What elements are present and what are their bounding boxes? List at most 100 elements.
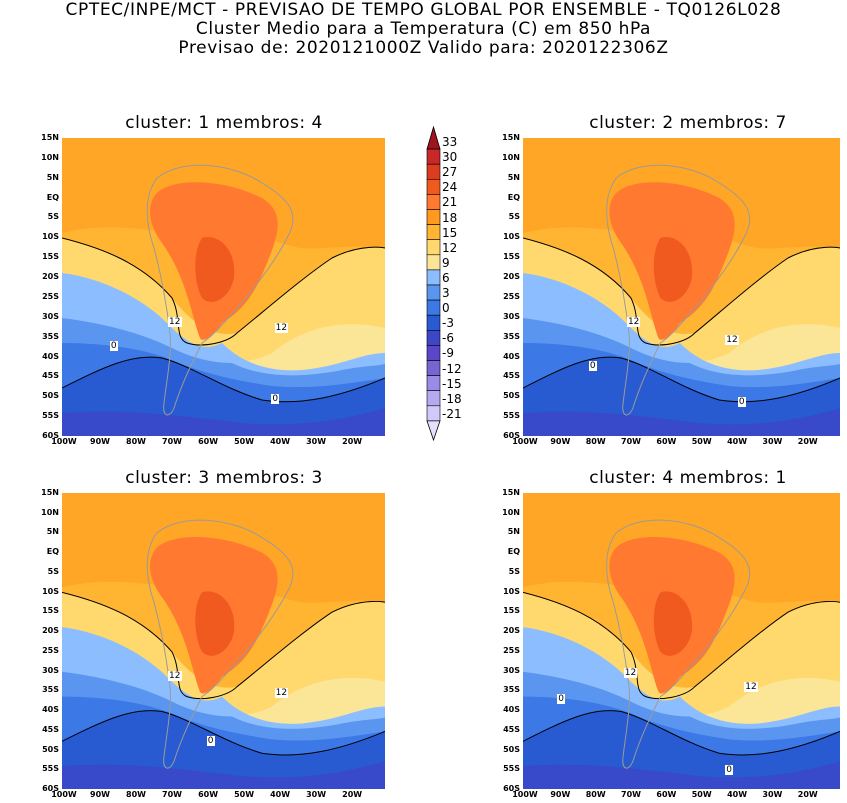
- lat-label: 50S: [503, 744, 520, 754]
- lon-label: 60W: [656, 790, 677, 799]
- lat-label: 5S: [47, 566, 59, 576]
- contour-label: 12: [274, 688, 289, 699]
- lat-label: 20S: [42, 272, 59, 282]
- lon-label: 50W: [691, 437, 712, 446]
- contour-label: 12: [168, 316, 182, 327]
- lat-label: 25S: [42, 291, 59, 301]
- lat-label: 50S: [42, 391, 59, 401]
- lon-label: 70W: [621, 437, 642, 446]
- colorbar-label: -15: [442, 376, 462, 391]
- colorbar-label: 33: [442, 135, 458, 149]
- lat-label: 30S: [42, 665, 59, 675]
- lon-label: 100W: [512, 437, 538, 446]
- colorbar-label: -3: [442, 316, 454, 331]
- colorbar-label: 6: [442, 270, 450, 285]
- colorbar-label: 21: [442, 195, 458, 210]
- lat-label: 5S: [508, 566, 520, 576]
- colorbar-label: 12: [442, 240, 458, 255]
- lat-label: 60S: [503, 784, 520, 793]
- lat-label: 10N: [41, 507, 59, 517]
- header-dates: Previsao de: 2020121000Z Valido para: 20…: [178, 38, 669, 58]
- lat-label: 60S: [503, 431, 520, 440]
- lon-label: 20W: [797, 437, 818, 446]
- lon-label: 60W: [198, 790, 219, 799]
- contour-label: 0: [588, 361, 597, 372]
- lat-label: 20S: [42, 626, 59, 636]
- lon-label: 80W: [585, 437, 606, 446]
- colorbar-label: 15: [442, 225, 458, 240]
- lon-label: 40W: [727, 790, 748, 799]
- map-panel-3: [62, 493, 385, 789]
- lon-label: 20W: [342, 437, 363, 446]
- lon-label: 80W: [126, 790, 146, 799]
- lat-label: EQ: [507, 547, 520, 557]
- lat-label: EQ: [507, 192, 520, 202]
- lat-label: 10N: [502, 507, 520, 517]
- lat-label: 15N: [41, 133, 59, 142]
- lat-label: 25S: [42, 645, 59, 655]
- lon-label: 80W: [126, 437, 146, 446]
- lat-label: 10S: [42, 232, 59, 242]
- lat-label: 55S: [503, 411, 520, 421]
- lat-label: 50S: [503, 391, 520, 401]
- lat-label: 5N: [507, 527, 520, 537]
- lat-label: EQ: [46, 192, 59, 202]
- lat-label: 15N: [502, 488, 520, 497]
- panel-title-3: cluster: 3 membros: 3: [125, 468, 323, 488]
- lat-label: 30S: [503, 311, 520, 321]
- contour-label: 12: [744, 682, 758, 693]
- contour-label: 12: [623, 667, 638, 678]
- contour-label: 12: [274, 322, 289, 333]
- lat-label: 35S: [42, 685, 59, 695]
- colorbar-label: -18: [442, 391, 462, 406]
- lon-label: 100W: [51, 790, 77, 799]
- lat-label: 35S: [503, 331, 520, 341]
- lat-label: 15S: [503, 606, 520, 616]
- map-panel-1: [62, 138, 385, 436]
- map-panel-2: [523, 138, 840, 436]
- contour-label: 0: [725, 765, 733, 776]
- lon-label: 70W: [162, 790, 183, 799]
- colorbar-label: -6: [442, 331, 454, 346]
- colorbar-label: 30: [442, 150, 458, 165]
- lat-label: 15N: [502, 133, 520, 142]
- map-panel-4: [523, 493, 840, 789]
- lat-label: 15N: [41, 488, 59, 497]
- lon-label: 40W: [270, 437, 291, 446]
- lat-label: 45S: [503, 371, 520, 381]
- lat-label: 15S: [503, 252, 520, 262]
- lon-label: 40W: [270, 790, 291, 799]
- contour-label: 0: [737, 397, 746, 408]
- contour-label: 12: [168, 670, 182, 681]
- lat-label: 15S: [42, 606, 59, 616]
- contour-label: 0: [109, 340, 118, 351]
- lon-label: 30W: [306, 437, 327, 446]
- colorbar-label: 3: [442, 286, 450, 300]
- lat-label: 20S: [503, 272, 520, 282]
- colorbar-label: 18: [442, 210, 458, 225]
- lat-label: 55S: [42, 411, 59, 421]
- lat-label: 10N: [502, 152, 520, 162]
- lat-label: 40S: [42, 351, 59, 361]
- lon-label: 90W: [550, 790, 571, 799]
- lat-label: 20S: [503, 626, 520, 636]
- header-title: CPTEC/INPE/MCT - PREVISAO DE TEMPO GLOBA…: [65, 0, 782, 20]
- panel-title-1: cluster: 1 membros: 4: [125, 113, 323, 133]
- colorbar-label: 0: [442, 301, 450, 316]
- lon-label: 80W: [585, 790, 606, 799]
- lon-label: 60W: [198, 437, 219, 446]
- lon-label: 30W: [762, 790, 783, 799]
- panel-title-2: cluster: 2 membros: 7: [589, 113, 787, 133]
- lon-label: 20W: [342, 790, 363, 799]
- lat-label: 60S: [42, 784, 59, 793]
- contour-label: 0: [206, 735, 215, 746]
- lon-label: 20W: [797, 790, 818, 799]
- lat-label: 55S: [503, 764, 520, 774]
- lon-label: 90W: [90, 437, 110, 446]
- lat-label: 45S: [42, 371, 59, 381]
- lat-label: 15S: [42, 252, 59, 262]
- lat-label: 55S: [42, 764, 59, 774]
- lat-label: 5S: [508, 212, 520, 222]
- colorbar-label: -12: [442, 361, 462, 376]
- lat-label: 5N: [46, 172, 59, 182]
